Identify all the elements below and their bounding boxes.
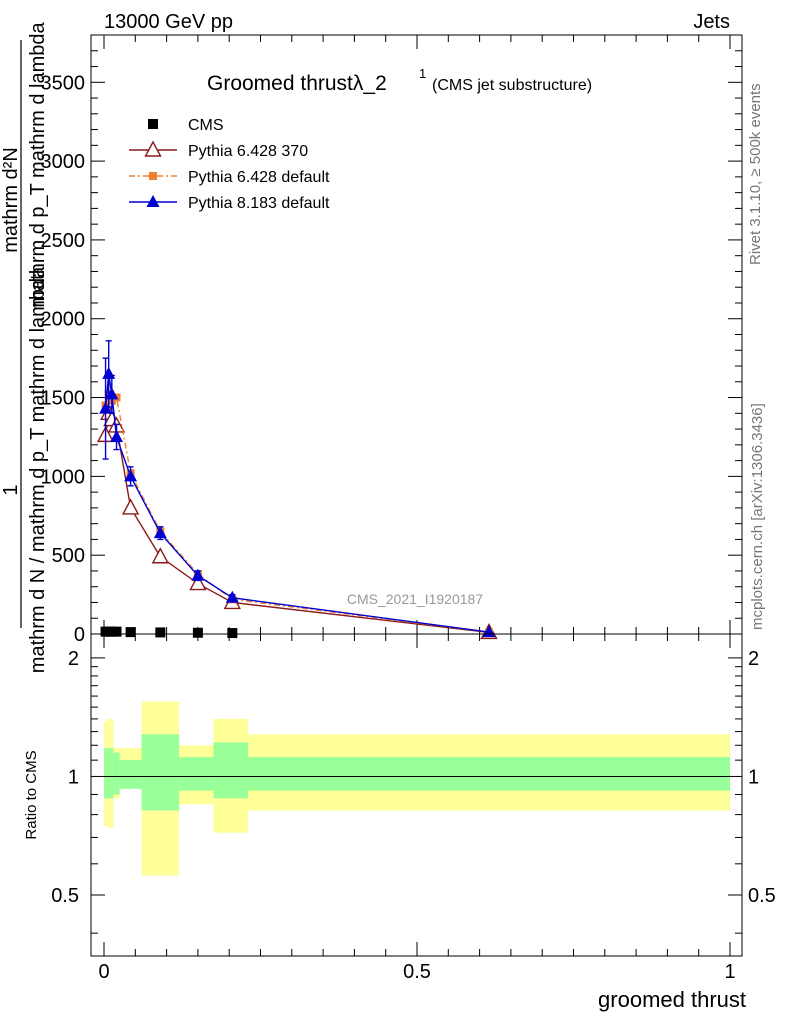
data-point bbox=[225, 590, 239, 603]
data-point bbox=[227, 628, 238, 639]
data-point bbox=[125, 627, 136, 638]
ratio-stat-band bbox=[213, 742, 248, 799]
ratio-stat-band bbox=[107, 748, 111, 799]
ratio-stat-band bbox=[179, 757, 214, 791]
ratio-y-tick-label-right: 1 bbox=[748, 766, 759, 788]
data-point bbox=[121, 498, 140, 515]
legend-label: Pythia 8.183 default bbox=[188, 195, 330, 212]
y-axis-label-line-2: mathrm d²N bbox=[0, 147, 22, 253]
legend-item: Pythia 8.183 default bbox=[129, 195, 330, 212]
y-axis-label-line-1: mathrm d N / mathrm d p_T mathrm d lambd… bbox=[27, 266, 49, 673]
legend-label: Pythia 6.428 default bbox=[188, 169, 330, 186]
data-point bbox=[149, 172, 157, 180]
y-tick-label: 2500 bbox=[41, 230, 86, 252]
legend: CMS Pythia 6.428 370 Pythia 6.428 default P… bbox=[129, 117, 330, 212]
data-point bbox=[105, 387, 119, 400]
ratio-y-axis-label: Ratio to CMS bbox=[23, 750, 40, 839]
data-point bbox=[99, 401, 113, 414]
ratio-stat-band bbox=[110, 748, 114, 799]
legend-label: CMS bbox=[188, 117, 224, 134]
ratio-stat-band bbox=[247, 757, 731, 791]
ratio-y-tick-label: 0.5 bbox=[51, 885, 79, 907]
data-point bbox=[102, 366, 116, 379]
ratio-stat-band bbox=[113, 752, 120, 795]
data-point bbox=[153, 526, 167, 539]
x-tick-label: 0 bbox=[98, 961, 109, 983]
header-right: Jets bbox=[693, 11, 730, 33]
ratio-stat-band bbox=[141, 734, 180, 811]
data-point bbox=[124, 469, 138, 482]
ratio-y-tick-label: 2 bbox=[68, 648, 79, 670]
ratio-panel: 0.5 0.5 1 1 2 2 0 0.5 1 Ratio to CMS groomed thrus… bbox=[23, 633, 776, 1012]
y-tick-label: 500 bbox=[52, 545, 85, 567]
chart-title-note: (CMS jet substructure) bbox=[432, 77, 592, 94]
y-tick-label: 1500 bbox=[41, 388, 86, 410]
legend-item: Pythia 6.428 default bbox=[129, 169, 330, 186]
y-tick-label: 3000 bbox=[41, 151, 86, 173]
series-cms bbox=[100, 626, 238, 639]
legend-item: CMS bbox=[148, 117, 224, 134]
analysis-watermark: CMS_2021_I1920187 bbox=[347, 591, 483, 607]
chart-title: Groomed thrustλ_2 bbox=[207, 72, 387, 95]
mcplots-label: mcplots.cern.ch [arXiv:1306.3436] bbox=[749, 403, 766, 630]
chart-title-superscript: 1 bbox=[419, 66, 426, 81]
x-axis-label: groomed thrust bbox=[598, 987, 746, 1012]
rivet-label: Rivet 3.1.10, ≥ 500k events bbox=[747, 83, 764, 265]
ratio-stat-band bbox=[104, 748, 108, 799]
x-tick-label: 0.5 bbox=[403, 961, 431, 983]
data-point bbox=[189, 574, 207, 591]
y-tick-label: 0 bbox=[74, 624, 85, 646]
data-point bbox=[191, 568, 205, 581]
y-tick-label: 3500 bbox=[41, 72, 86, 94]
data-point bbox=[151, 547, 170, 564]
y-axis-label: mathrm d N / mathrm d p_T mathrm d lambd… bbox=[0, 21, 49, 673]
y-tick-label: 2000 bbox=[41, 309, 86, 331]
data-point bbox=[146, 195, 160, 207]
data-point bbox=[111, 626, 122, 637]
ratio-y-tick-label-right: 2 bbox=[748, 648, 759, 670]
y-axis-label-line-4: 1 bbox=[0, 484, 22, 495]
y-tick-label: 1000 bbox=[41, 466, 86, 488]
ratio-stat-band bbox=[119, 760, 142, 789]
y-axis-label-line-3: mathrm d p_T mathrm d lambda bbox=[27, 21, 49, 307]
data-point bbox=[144, 140, 162, 157]
main-panel: 0 500 1000 1500 2000 2500 3000 3500 Groomed thru… bbox=[0, 21, 743, 673]
legend-label: Pythia 6.428 370 bbox=[188, 143, 308, 160]
x-tick-label: 1 bbox=[724, 961, 735, 983]
ratio-y-tick-label-right: 0.5 bbox=[748, 885, 776, 907]
data-point bbox=[148, 119, 158, 129]
legend-item: Pythia 6.428 370 bbox=[129, 140, 308, 160]
header-left: 13000 GeV pp bbox=[104, 11, 233, 33]
ratio-y-tick-label: 1 bbox=[68, 766, 79, 788]
data-point bbox=[110, 429, 124, 442]
data-point bbox=[192, 627, 203, 638]
series-pythia-8-183-default bbox=[99, 340, 496, 638]
data-point bbox=[155, 627, 166, 638]
